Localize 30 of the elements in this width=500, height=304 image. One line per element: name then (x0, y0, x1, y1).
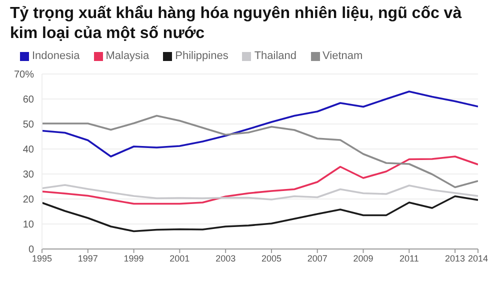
legend-label: Malaysia (106, 50, 150, 62)
legend-label: Thailand (254, 50, 297, 62)
legend-label: Philippines (175, 50, 228, 62)
line-series (42, 156, 478, 205)
legend-label: Vietnam (322, 50, 363, 62)
y-tick-label: 20 (22, 194, 34, 206)
x-tick-label: 2003 (216, 253, 236, 264)
x-tick-label: 1997 (78, 253, 98, 264)
y-tick-label: 10 (22, 220, 34, 231)
legend-label: Indonesia (32, 50, 80, 62)
x-tick-label: 2013 (445, 253, 466, 264)
x-tick-label: 1995 (32, 253, 52, 264)
x-tick-label: 2005 (261, 253, 282, 264)
line-series (42, 114, 478, 188)
line-series (42, 184, 478, 200)
x-tick-label: 2001 (170, 253, 190, 264)
x-tick-label: 2009 (353, 253, 374, 264)
y-tick-label: 50 (22, 120, 34, 131)
x-tick-label: 2014 (468, 253, 488, 264)
y-tick-label: 30 (22, 170, 34, 181)
x-tick-label: 1999 (124, 253, 144, 264)
line-series (42, 195, 478, 232)
x-tick-label: 2011 (399, 253, 419, 264)
y-tick-label: 40 (22, 144, 34, 156)
line-series (42, 90, 478, 158)
y-tick-label: 60 (22, 94, 34, 106)
y-tick-label: 70% (14, 70, 34, 81)
x-tick-label: 2007 (307, 253, 328, 264)
chart-title: Tỷ trọng xuất khẩu hàng hóa nguyên nhiên liệu, ngũ cốc và kim loại của một số nước (10, 4, 463, 44)
y-tick-label: 0 (28, 244, 34, 256)
